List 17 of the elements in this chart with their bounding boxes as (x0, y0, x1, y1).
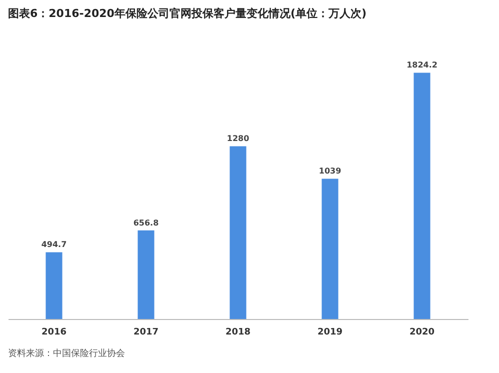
bar (322, 178, 338, 319)
bar (230, 146, 246, 319)
x-tick-label: 2017 (133, 328, 159, 338)
data-label: 1824.2 (406, 60, 438, 70)
x-tick-label: 2016 (41, 328, 67, 338)
data-label: 656.8 (133, 218, 160, 228)
data-label: 1280 (226, 134, 250, 144)
bar (414, 72, 430, 319)
x-tick-label: 2018 (225, 328, 251, 338)
x-tick-label: 2020 (409, 328, 435, 338)
data-label: 1039 (318, 166, 342, 176)
bar (138, 230, 154, 319)
x-tick-label: 2019 (317, 328, 343, 338)
chart-title: 图表6：2016-2020年保险公司官网投保客户量变化情况(单位：万人次) (8, 7, 367, 20)
data-label: 494.7 (41, 240, 67, 250)
bar (46, 252, 62, 319)
text: 资料来源：中国保险行业协会 (8, 348, 125, 359)
